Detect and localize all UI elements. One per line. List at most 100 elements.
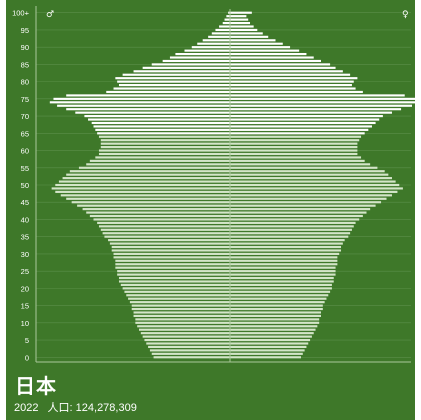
male-bar-age-35 bbox=[104, 235, 230, 238]
female-bar-age-92 bbox=[230, 39, 276, 42]
male-bar-age-87 bbox=[169, 56, 230, 59]
age-tick-label: 45 bbox=[21, 198, 29, 207]
male-bar-age-53 bbox=[66, 173, 230, 176]
female-bar-age-6 bbox=[230, 335, 312, 338]
female-bar-age-45 bbox=[230, 201, 382, 204]
female-bar-age-85 bbox=[230, 63, 331, 66]
age-tick-label: 75 bbox=[21, 95, 29, 104]
male-bar-age-66 bbox=[95, 128, 230, 131]
male-bar-age-70 bbox=[84, 115, 231, 118]
male-bar-age-37 bbox=[100, 228, 230, 231]
female-bar-age-31 bbox=[230, 249, 342, 252]
female-bar-age-93 bbox=[230, 35, 269, 38]
female-bar-age-10 bbox=[230, 321, 320, 324]
male-bar-age-32 bbox=[111, 245, 230, 249]
age-tick-label: 55 bbox=[21, 164, 29, 173]
female-bar-age-81 bbox=[230, 77, 358, 80]
male-bar-age-68 bbox=[91, 121, 231, 125]
male-bar-age-88 bbox=[175, 53, 230, 56]
age-tick-label: 10 bbox=[21, 319, 29, 328]
age-tick-label: 85 bbox=[21, 60, 29, 69]
age-tick-label: 70 bbox=[21, 112, 29, 121]
male-symbol-icon: ♂ bbox=[46, 10, 54, 20]
male-bar-age-57 bbox=[89, 159, 230, 162]
female-bar-age-64 bbox=[230, 135, 362, 138]
male-bar-age-16 bbox=[129, 301, 230, 304]
male-bar-age-78 bbox=[113, 87, 230, 90]
female-bar-age-52 bbox=[230, 177, 392, 180]
male-bar-age-69 bbox=[88, 118, 230, 121]
country-title: 日本 bbox=[15, 376, 57, 398]
male-bar-age-14 bbox=[131, 307, 230, 311]
male-bar-age-84 bbox=[142, 66, 230, 69]
female-bar-age-51 bbox=[230, 180, 396, 183]
male-bar-age-98 bbox=[224, 18, 230, 21]
male-bar-age-62 bbox=[100, 142, 230, 145]
male-bar-age-79 bbox=[118, 84, 230, 87]
male-bar-age-80 bbox=[117, 80, 230, 83]
male-bar-age-91 bbox=[197, 42, 230, 45]
female-bar-age-72 bbox=[230, 108, 402, 111]
female-bar-age-96 bbox=[230, 25, 254, 28]
male-bar-age-54 bbox=[69, 170, 230, 173]
female-bar-age-98 bbox=[230, 18, 249, 21]
female-bar-age-12 bbox=[230, 314, 321, 317]
female-bar-age-84 bbox=[230, 66, 336, 69]
female-bar-age-70 bbox=[230, 115, 383, 118]
male-bar-age-86 bbox=[162, 59, 230, 63]
female-bar-age-79 bbox=[230, 84, 352, 87]
male-bar-age-81 bbox=[115, 77, 230, 80]
male-bar-age-55 bbox=[78, 166, 230, 169]
age-tick-label: 60 bbox=[21, 147, 29, 156]
male-bar-age-19 bbox=[124, 290, 230, 293]
male-bar-age-28 bbox=[115, 259, 230, 262]
male-bar-age-15 bbox=[131, 304, 230, 307]
female-bar-age-62 bbox=[230, 142, 358, 145]
male-bar-age-50 bbox=[55, 183, 230, 187]
female-bar-age-89 bbox=[230, 49, 300, 52]
age-tick-label: 80 bbox=[21, 78, 29, 87]
female-symbol-icon: ♀ bbox=[402, 10, 409, 20]
female-bar-age-17 bbox=[230, 297, 327, 300]
female-bar-age-77 bbox=[230, 90, 363, 94]
male-bar-age-71 bbox=[75, 111, 230, 114]
male-bar-age-49 bbox=[51, 187, 230, 190]
female-bar-age-3 bbox=[230, 345, 307, 349]
male-bar-age-12 bbox=[133, 314, 230, 317]
female-bar-age-4 bbox=[230, 342, 309, 345]
age-tick-label: 50 bbox=[21, 181, 29, 190]
male-bar-age-30 bbox=[113, 252, 230, 255]
male-bar-age-95 bbox=[215, 28, 230, 32]
age-tick-label: 100+ bbox=[12, 9, 30, 18]
male-bar-age-3 bbox=[148, 345, 230, 349]
male-bar-age-0 bbox=[153, 356, 230, 359]
male-bar-age-85 bbox=[151, 63, 230, 66]
male-bar-age-40 bbox=[93, 218, 230, 221]
female-bar-age-28 bbox=[230, 259, 338, 262]
female-bar-age-95 bbox=[230, 28, 258, 32]
male-bar-age-17 bbox=[128, 297, 230, 300]
female-bar-age-15 bbox=[230, 304, 323, 307]
female-bar-age-32 bbox=[230, 245, 342, 249]
female-bar-age-9 bbox=[230, 325, 318, 328]
male-bar-age-46 bbox=[66, 197, 230, 200]
male-bar-age-1 bbox=[151, 352, 230, 355]
female-bar-age-7 bbox=[230, 332, 314, 335]
male-bar-age-76 bbox=[66, 94, 230, 97]
male-bar-age-73 bbox=[57, 104, 230, 107]
male-bar-age-77 bbox=[106, 90, 230, 94]
age-tick-label: 35 bbox=[21, 233, 29, 242]
female-bar-age-0 bbox=[230, 356, 301, 359]
male-bar-age-63 bbox=[100, 139, 230, 142]
female-bar-age-47 bbox=[230, 194, 392, 197]
age-tick-label: 0 bbox=[25, 353, 29, 362]
male-bar-age-96 bbox=[219, 25, 230, 28]
male-bar-age-51 bbox=[58, 180, 230, 183]
female-bar-age-25 bbox=[230, 270, 336, 273]
population-label: 人口: 124,278,309 bbox=[47, 402, 137, 414]
male-bar-age-52 bbox=[62, 177, 231, 180]
female-bar-age-2 bbox=[230, 349, 305, 352]
male-bar-age-43 bbox=[82, 208, 230, 211]
male-bar-age-97 bbox=[222, 21, 230, 25]
male-bar-age-72 bbox=[66, 108, 230, 111]
